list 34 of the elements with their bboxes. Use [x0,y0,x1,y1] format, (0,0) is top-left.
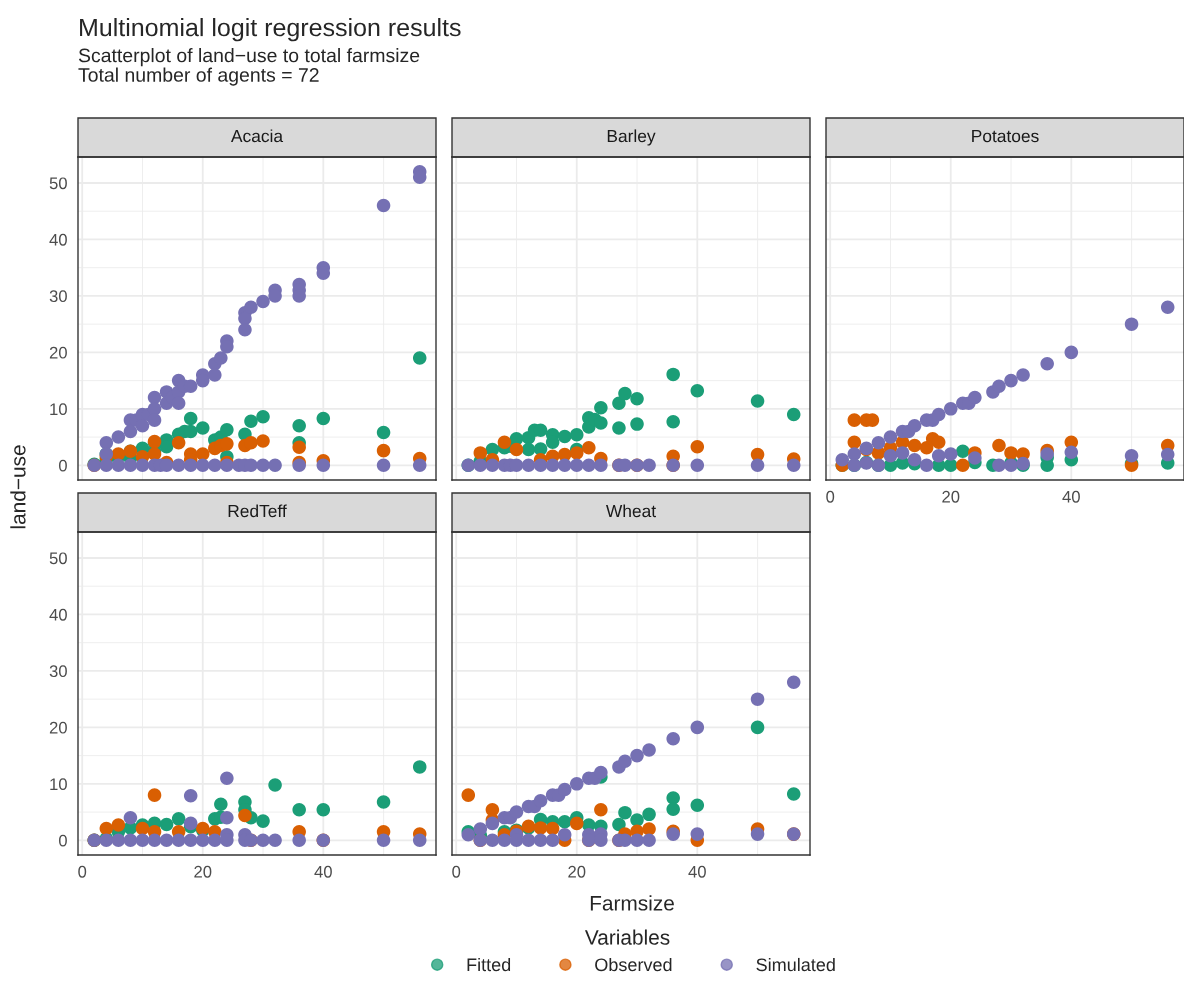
y-tick-label: 0 [58,459,67,472]
chart-title: Potatoes [972,130,1039,143]
legend-title: Variables [584,929,670,945]
chart-title: RedTeff [228,504,287,518]
text: land−use [10,445,26,529]
chart-title: Barley [607,129,656,146]
x-tick-label: 20 [194,865,212,878]
x-tick-label: 40 [688,865,706,878]
chart-title: Wheat [605,504,656,518]
y-tick-label: 40 [49,233,67,246]
y-tick-label: 30 [49,665,67,678]
y-tick-label: 20 [49,721,67,734]
legend-label: Fitted [467,957,511,972]
text: Scatterplot of land−use to total farmsize Total number of agents = 72 [78,48,420,86]
x-tick-label: 20 [942,490,960,503]
y-tick-label: 50 [49,552,67,565]
text: Multinomial logit regression results [80,18,461,42]
y-tick-label: 50 [49,177,67,190]
x-tick-label: 0 [826,490,835,503]
y-tick-label: 10 [50,403,67,416]
x-tick-label: 20 [568,865,586,878]
legend-label: Simulated [756,957,835,972]
x-tick-label: 40 [1062,490,1080,503]
y-tick-label: 10 [50,778,67,791]
chart-title: Acacia [230,129,284,143]
x-tick-label: 0 [78,865,87,878]
legend-label: Observed [595,957,672,972]
y-tick-label: 30 [49,290,67,303]
y-tick-label: 20 [49,346,67,359]
y-tick-label: 0 [58,834,67,847]
x-tick-label: 0 [452,865,461,878]
y-tick-label: 40 [49,608,67,621]
text: Farmsize [590,895,674,911]
x-tick-label: 40 [314,865,332,878]
